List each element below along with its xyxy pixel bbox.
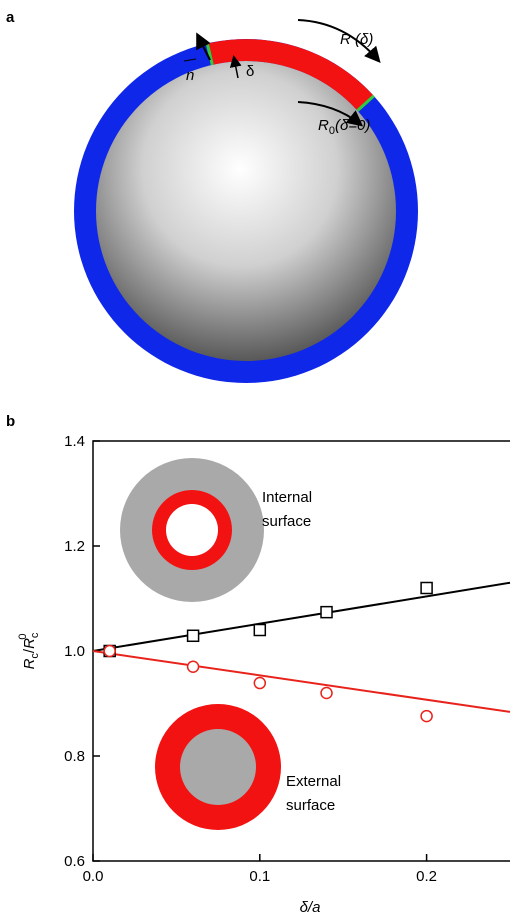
vector-bar xyxy=(183,58,197,62)
circle-marker xyxy=(320,686,333,700)
panel-a: a n δ R (δ) R0(δ=0) xyxy=(6,9,418,383)
fit-line xyxy=(92,581,511,652)
thickness-label: δ xyxy=(246,63,254,80)
fit-line xyxy=(92,650,511,713)
inset-core xyxy=(180,729,256,805)
symbol: R xyxy=(21,658,38,669)
annotation: Internal xyxy=(262,489,312,506)
x-axis-label: δ/a xyxy=(300,899,321,916)
annotation: External xyxy=(286,773,341,790)
circle-marker xyxy=(103,644,116,658)
normal-arrow xyxy=(196,32,211,61)
symbol: R xyxy=(318,117,329,134)
y-tick-label: 1.4 xyxy=(64,433,85,450)
normal-label: n xyxy=(186,67,194,84)
superscript: 0 xyxy=(17,633,29,639)
square-marker xyxy=(420,581,433,595)
slash: / xyxy=(21,648,38,653)
y-tick-label: 0.8 xyxy=(64,748,85,765)
arc-arrow xyxy=(297,19,381,64)
y-axis-label: Rc/Rc0 xyxy=(17,632,41,669)
red-cap xyxy=(207,39,374,111)
circle-marker xyxy=(186,660,200,673)
x-tick-label: 0.1 xyxy=(249,868,270,885)
subscript: 0 xyxy=(329,125,335,137)
annotation: surface xyxy=(262,513,311,530)
subscript: c xyxy=(29,653,41,659)
ref-arc-label: R0(δ=0) xyxy=(318,117,370,137)
subscript: c xyxy=(29,632,41,638)
circle-marker xyxy=(420,709,433,723)
square-marker xyxy=(186,629,200,643)
square-marker xyxy=(320,605,333,619)
panel-b: b Internal surface External surface δ/a … xyxy=(6,413,341,916)
panel-label: a xyxy=(6,9,15,26)
y-tick-label: 0.6 xyxy=(64,853,85,870)
y-tick-label: 1.0 xyxy=(64,643,85,660)
ref-arc-arrow xyxy=(297,101,364,127)
sphere xyxy=(96,61,396,361)
x-tick-label: 0.0 xyxy=(83,868,104,885)
symbol: R xyxy=(21,638,38,649)
y-tick-label: 1.2 xyxy=(64,538,85,555)
thickness-arrow xyxy=(229,55,242,79)
args: (δ=0) xyxy=(335,117,370,134)
cap-edge xyxy=(356,94,375,112)
panel-label: b xyxy=(6,413,15,430)
arc-label: R (δ) xyxy=(340,31,373,48)
inset-hole xyxy=(166,504,218,556)
x-tick-label: 0.2 xyxy=(416,868,437,885)
annotation: surface xyxy=(286,797,335,814)
circle-marker xyxy=(253,676,267,690)
square-marker xyxy=(253,623,267,637)
